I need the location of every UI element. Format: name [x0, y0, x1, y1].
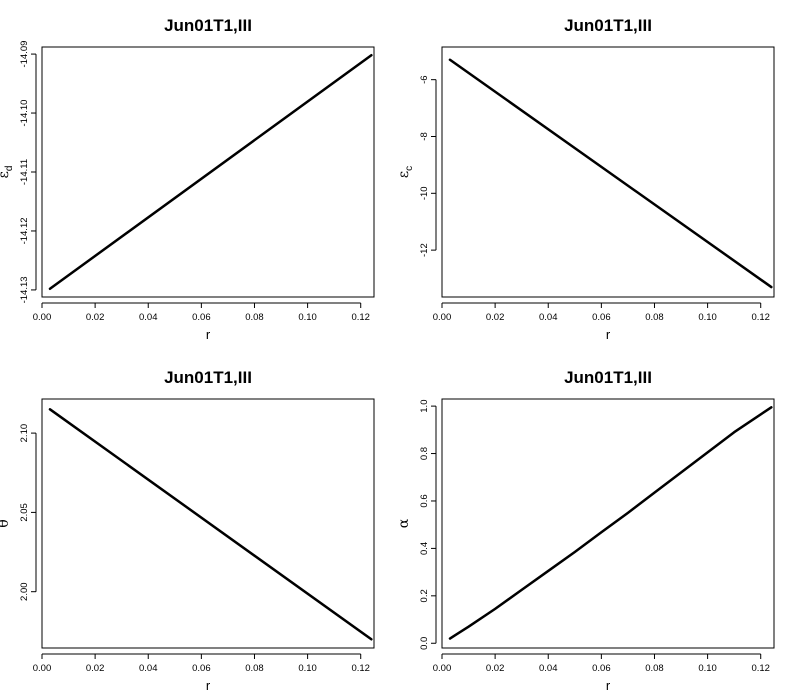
x-tick-label: 0.10 — [298, 312, 317, 323]
chart-title: Jun01T1,III — [164, 368, 252, 387]
chart-panel-4: Jun01T1,III 0.00 0.02 0.04 0.06 0.08 0.10 0.12 r… — [396, 368, 775, 693]
x-tick-label: 0.04 — [539, 663, 558, 674]
y-tick-label: 0.2 — [419, 589, 430, 602]
x-tick-label: 0.08 — [645, 663, 664, 674]
x-tick-label: 0.00 — [433, 312, 452, 323]
plot-frame — [41, 398, 375, 649]
x-tick-label: 0.08 — [645, 312, 664, 323]
x-tick-label: 0.00 — [433, 663, 452, 674]
y-tick-label: -14.13 — [19, 276, 30, 303]
x-tick-label: 0.10 — [698, 663, 717, 674]
chart-panel-2: Jun01T1,III 0.00 0.02 0.04 0.06 0.08 0.10 0.12 r… — [396, 16, 775, 342]
x-tick-label: 0.06 — [192, 312, 211, 323]
x-tick-label: 0.04 — [139, 312, 158, 323]
x-tick-label: 0.10 — [298, 663, 317, 674]
x-tick-label: 0.12 — [351, 312, 370, 323]
y-axis-label-symbol: θ — [0, 519, 12, 527]
y-tick-label: -12 — [419, 243, 430, 257]
y-tick-label: 0.4 — [419, 542, 430, 555]
y-tick-label: -14.12 — [19, 217, 30, 244]
y-axis-label: α — [396, 518, 412, 528]
x-tick-label: 0.04 — [139, 663, 158, 674]
series-line — [48, 408, 373, 641]
x-tick-label: 0.00 — [33, 312, 52, 323]
x-axis-label: r — [206, 327, 211, 342]
y-tick-label: -6 — [419, 75, 430, 83]
y-tick-label: -14.11 — [19, 159, 30, 185]
y-axis-label-subscript: d — [4, 166, 15, 172]
y-axis-label: θ — [0, 519, 12, 527]
x-tick-label: 0.08 — [245, 312, 264, 323]
x-tick-label: 0.02 — [486, 663, 505, 674]
y-tick-label: -14.10 — [19, 100, 30, 127]
y-axis-label-subscript: c — [404, 166, 415, 171]
x-axis-label: r — [606, 327, 611, 342]
x-tick-label: 0.06 — [592, 312, 611, 323]
y-tick-label: 2.05 — [19, 503, 30, 522]
y-axis-label: εc — [396, 166, 415, 178]
x-axis-label: r — [606, 678, 611, 693]
y-tick-label: -8 — [419, 132, 430, 140]
series-line — [48, 54, 373, 290]
chart-title: Jun01T1,III — [564, 368, 652, 387]
x-tick-label: 0.12 — [751, 663, 770, 674]
x-tick-label: 0.10 — [698, 312, 717, 323]
y-tick-label: 2.10 — [19, 424, 30, 443]
x-tick-label: 0.06 — [192, 663, 211, 674]
plot-frame — [441, 46, 775, 298]
chart-title: Jun01T1,III — [164, 16, 252, 35]
y-axis-label-symbol: ε — [0, 171, 12, 178]
y-tick-label: 0.8 — [419, 447, 430, 460]
y-tick-label: 0.6 — [419, 494, 430, 507]
x-tick-label: 0.06 — [592, 663, 611, 674]
x-tick-label: 0.12 — [351, 663, 370, 674]
x-tick-label: 0.12 — [751, 312, 770, 323]
y-tick-label: 2.00 — [19, 582, 30, 601]
x-tick-label: 0.08 — [245, 663, 264, 674]
chart-panel-1: Jun01T1,III 0.00 0.02 0.04 0.06 0.08 0.10 0.12 r… — [0, 16, 375, 342]
y-tick-label: 1.0 — [419, 400, 430, 413]
y-tick-label: -10 — [419, 186, 430, 200]
plot-frame — [41, 46, 375, 298]
x-tick-label: 0.02 — [86, 312, 105, 323]
series-line — [448, 58, 773, 289]
chart-title: Jun01T1,III — [564, 16, 652, 35]
y-axis-label-symbol: α — [396, 518, 412, 528]
x-axis-label: r — [206, 678, 211, 693]
x-tick-label: 0.02 — [486, 312, 505, 323]
y-tick-label: 0.0 — [419, 637, 430, 650]
y-axis-label-symbol: ε — [396, 171, 412, 178]
plot-frame — [441, 398, 775, 649]
y-tick-label: -14.09 — [19, 41, 30, 68]
x-tick-label: 0.00 — [33, 663, 52, 674]
series-line — [448, 406, 773, 640]
chart-panel-3: Jun01T1,III 0.00 0.02 0.04 0.06 0.08 0.10 0.12 r… — [0, 368, 375, 693]
y-axis-label: εd — [0, 166, 15, 179]
x-tick-label: 0.04 — [539, 312, 558, 323]
x-tick-label: 0.02 — [86, 663, 105, 674]
